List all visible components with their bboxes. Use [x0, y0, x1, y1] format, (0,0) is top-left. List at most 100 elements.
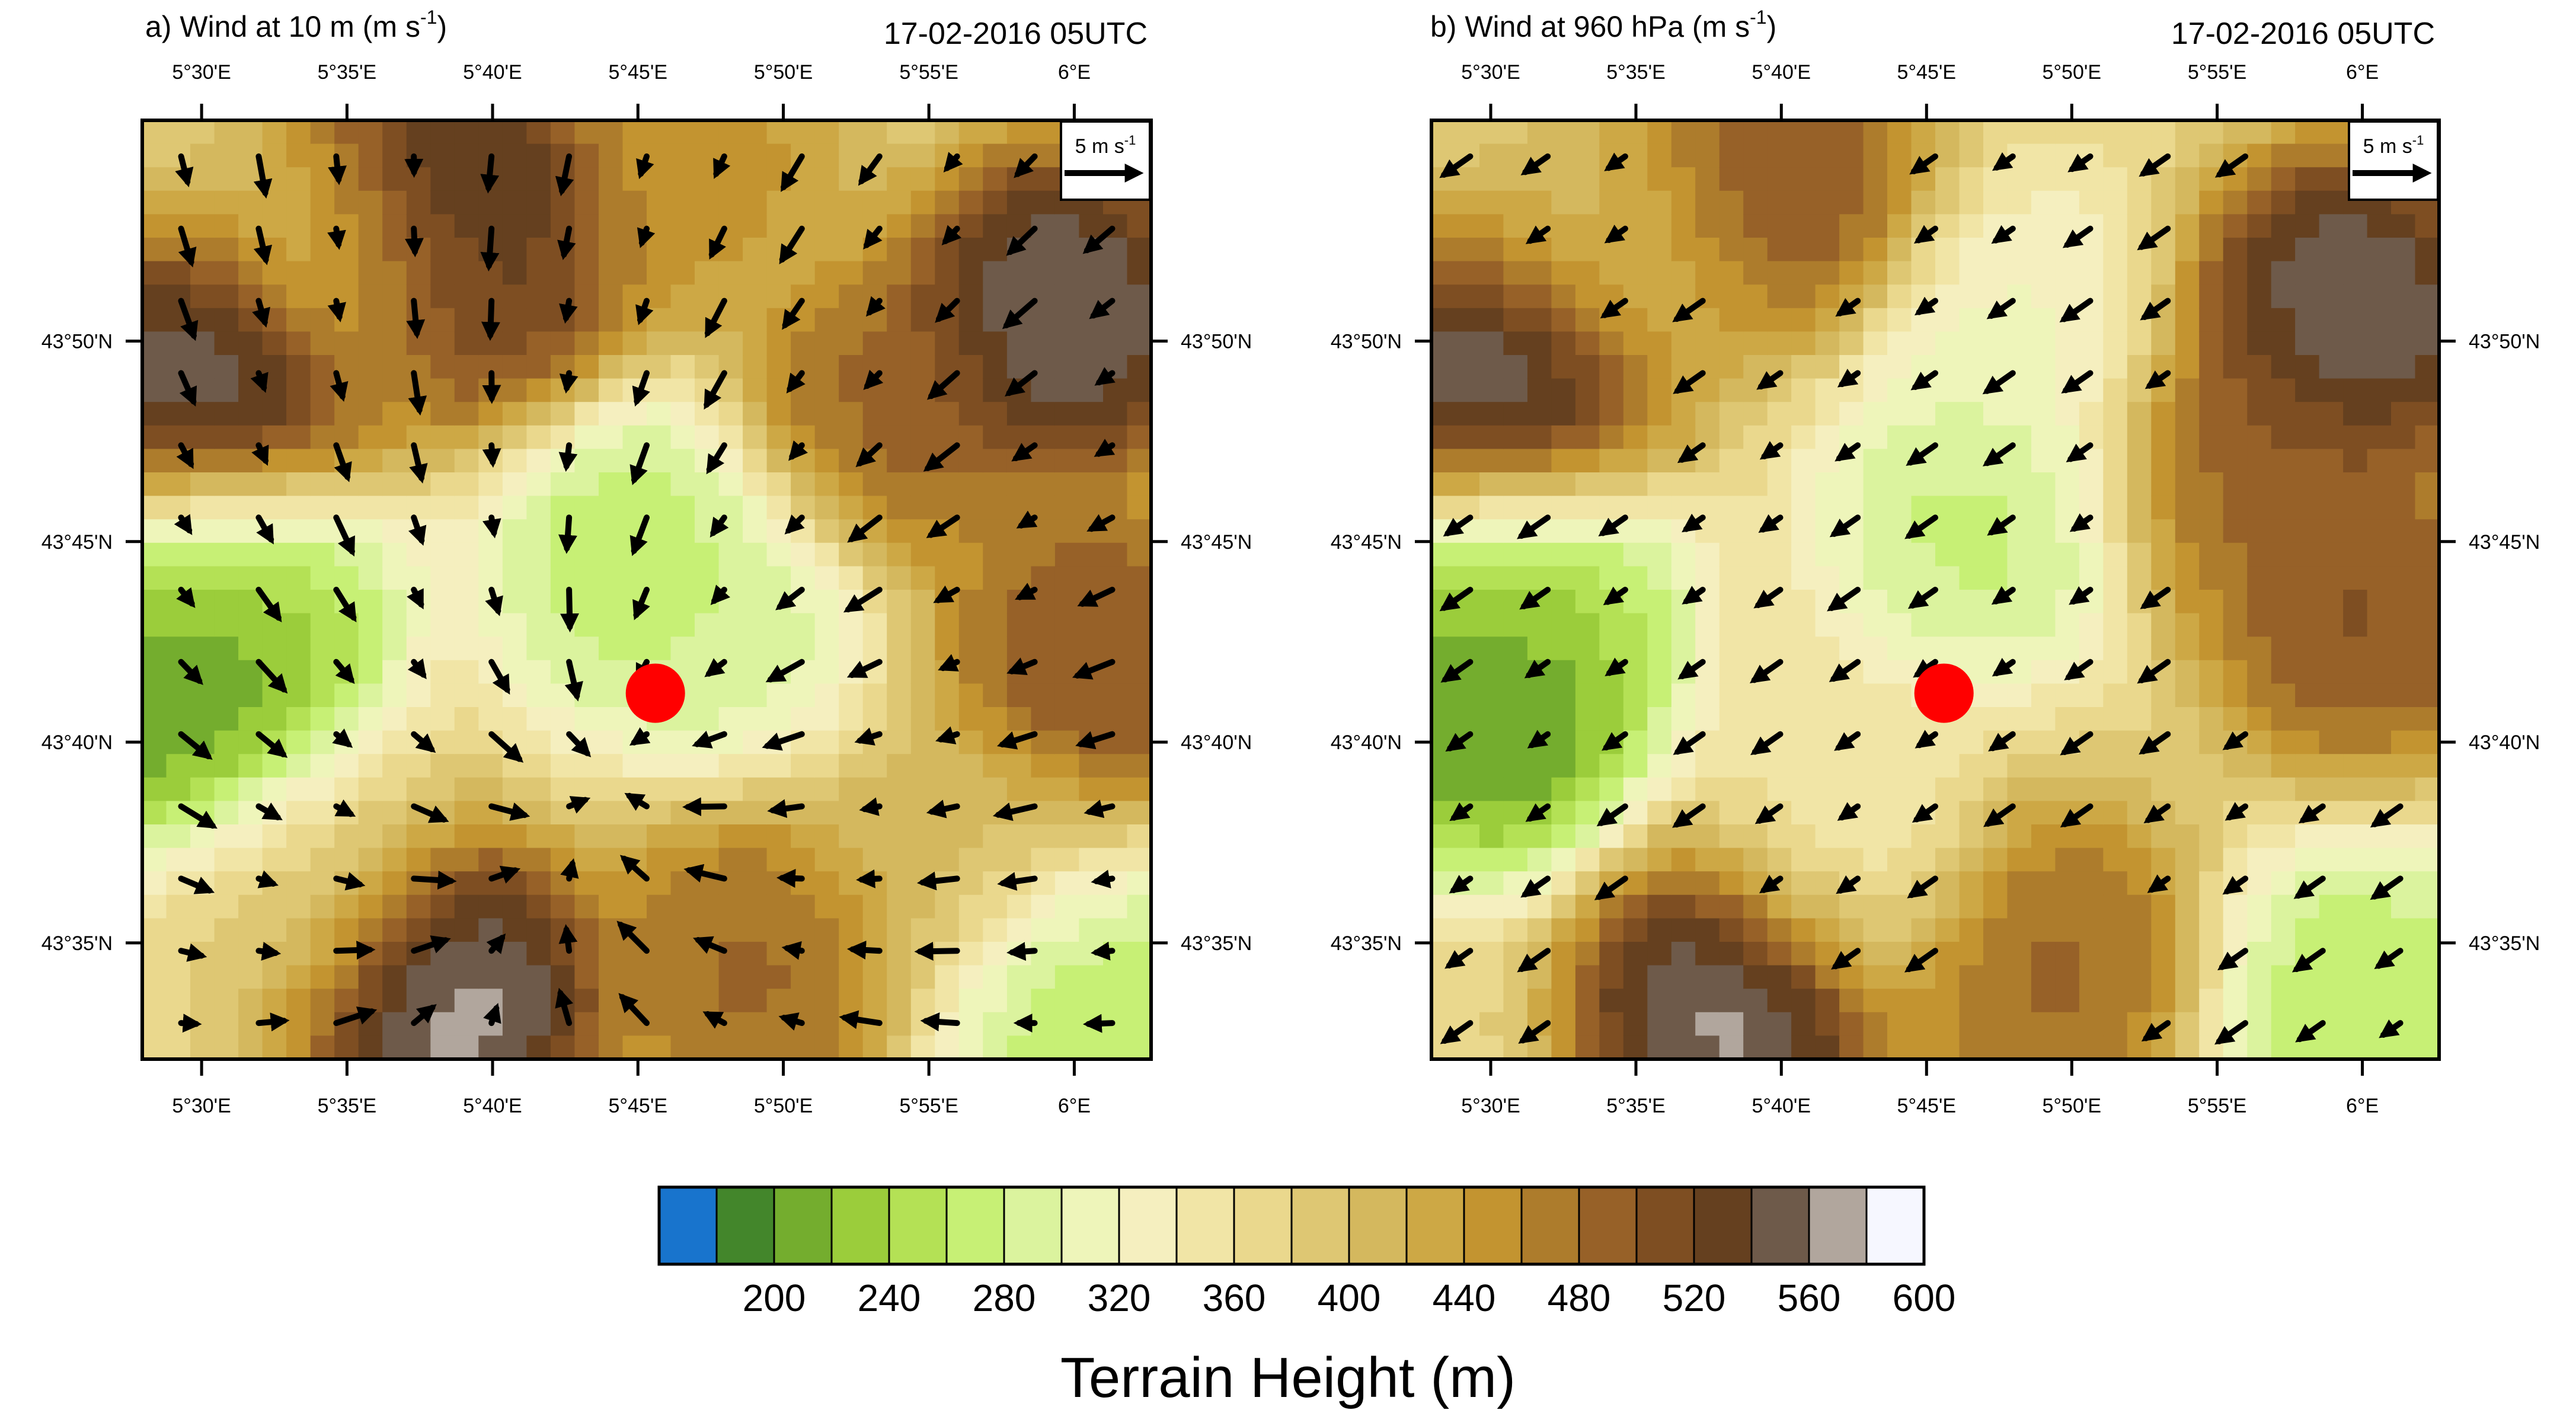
panel-b-terrain-cell	[1527, 308, 1552, 332]
panel-b-terrain-cell	[2079, 472, 2104, 497]
panel-a-terrain-cell	[214, 519, 239, 543]
panel-b-terrain-cell	[2271, 683, 2296, 708]
panel-b-terrain-cell	[1575, 613, 1600, 637]
panel-a-wind-vector	[408, 370, 427, 416]
panel-b-terrain-cell	[2103, 871, 2128, 896]
panel-b-terrain-cell	[2007, 1035, 2032, 1059]
panel-a-terrain-cell	[502, 378, 528, 402]
panel-a-terrain-cell	[766, 989, 791, 1013]
panel-a-terrain-cell	[839, 989, 864, 1013]
panel-b-wind-vector	[2374, 948, 2404, 970]
panel-a-wind-vector	[863, 225, 883, 250]
panel-a-terrain-cell	[1079, 848, 1104, 872]
panel-b-terrain-cell	[1935, 519, 1960, 543]
panel-a-terrain-cell	[238, 683, 263, 708]
panel-a-y-tick-label-right: 43°40'N	[1181, 731, 1252, 754]
panel-a-terrain-cell	[214, 660, 239, 685]
panel-a-terrain-cell	[1006, 566, 1032, 590]
panel-a-wind-vector	[411, 935, 451, 954]
panel-b-wind-vector	[1603, 586, 1628, 606]
panel-b-terrain-cell	[2415, 449, 2439, 473]
panel-b-terrain-cell	[1599, 1035, 1624, 1059]
panel-a-terrain-cell	[526, 566, 551, 590]
panel-b-terrain-cell	[1599, 190, 1624, 215]
panel-a-terrain-cell	[791, 1035, 816, 1059]
panel-b-terrain-cell	[2319, 120, 2344, 145]
panel-b-wind-vector	[1598, 514, 1628, 537]
panel-b-terrain-cell	[2247, 942, 2272, 966]
panel-a-terrain-cell	[695, 472, 720, 497]
panel-b-terrain-cell	[1695, 167, 1720, 191]
panel-a-terrain-cell	[983, 824, 1008, 849]
panel-a-terrain-cell	[1079, 542, 1104, 567]
panel-a-terrain-cell	[454, 261, 480, 285]
panel-a-terrain-cell	[358, 730, 383, 754]
panel-b-terrain-cell	[1527, 683, 1552, 708]
panel-a-terrain-cell	[599, 777, 624, 802]
panel-b-terrain-cell	[2319, 683, 2344, 708]
panel-a-terrain-cell	[286, 143, 311, 168]
panel-a-terrain-cell	[430, 965, 455, 989]
panel-a-terrain-cell	[382, 613, 407, 637]
panel-b-terrain-cell	[1431, 261, 1456, 285]
panel-a-terrain-cell	[214, 801, 239, 825]
panel-a-terrain-cell	[766, 402, 791, 426]
panel-a-terrain-cell	[454, 871, 480, 896]
panel-b-terrain-cell	[2319, 590, 2344, 614]
panel-a-terrain-cell	[983, 261, 1008, 285]
panel-a-wind-vector	[253, 153, 273, 199]
panel-b-terrain-cell	[2223, 637, 2248, 661]
panel-b-terrain-cell	[1647, 495, 1672, 520]
panel-b-terrain-cell	[1671, 472, 1696, 497]
panel-b-terrain-cell	[1887, 590, 1912, 614]
panel-b-terrain-cell	[2343, 683, 2368, 708]
panel-a-terrain-cell	[430, 542, 455, 567]
panel-b-terrain-cell	[1959, 214, 1984, 238]
panel-a-terrain-cell	[910, 777, 936, 802]
panel-b-terrain-cell	[1551, 143, 1576, 168]
panel-a-wind-vector	[564, 658, 583, 702]
panel-a-wind-vector	[683, 864, 727, 883]
panel-b-terrain-cell	[2007, 707, 2032, 731]
panel-a-terrain-cell	[1054, 472, 1080, 497]
panel-b-terrain-cell	[1479, 707, 1504, 731]
panel-b-terrain-cell	[1575, 355, 1600, 379]
panel-b-terrain-cell	[1767, 824, 1792, 849]
panel-a-terrain-cell	[670, 190, 695, 215]
panel-a-terrain-cell	[358, 848, 383, 872]
panel-b-terrain-cell	[2319, 848, 2344, 872]
panel-b-terrain-cell	[1671, 1035, 1696, 1059]
panel-a-terrain-cell	[887, 613, 912, 637]
panel-b-terrain-cell	[1479, 425, 1504, 450]
panel-b-terrain-cell	[1959, 613, 1984, 637]
panel-b-terrain-cell	[1719, 402, 1744, 426]
panel-b-terrain-cell	[1599, 355, 1624, 379]
panel-a-terrain-cell	[622, 566, 647, 590]
panel-a-terrain-cell	[670, 355, 695, 379]
panel-a-wind-vector	[704, 658, 727, 677]
panel-b-terrain-cell	[1479, 824, 1504, 849]
panel-b-terrain-cell	[1479, 120, 1504, 145]
panel-a-terrain-cell	[454, 566, 480, 590]
panel-a-terrain-cell	[958, 989, 984, 1013]
panel-b-terrain-cell	[2223, 308, 2248, 332]
panel-b-terrain-cell	[2319, 707, 2344, 731]
panel-b-terrain-cell	[1431, 284, 1456, 309]
panel-a-terrain-cell	[358, 214, 383, 238]
panel-a-terrain-cell	[814, 449, 839, 473]
panel-b-terrain-cell	[1743, 449, 1768, 473]
panel-b-terrain-cell	[2343, 637, 2368, 661]
panel-b-terrain-cell	[1863, 284, 1888, 309]
panel-b-terrain-cell	[1671, 637, 1696, 661]
panel-b-terrain-cell	[2343, 261, 2368, 285]
panel-a-terrain-cell	[214, 120, 239, 145]
panel-b-terrain-cell	[1959, 238, 1984, 262]
panel-b-terrain-cell	[1959, 402, 1984, 426]
panel-b-terrain-cell	[2031, 519, 2056, 543]
panel-b-terrain-cell	[1647, 965, 1672, 989]
panel-b-terrain-cell	[1527, 613, 1552, 637]
panel-b-terrain-cell	[1647, 848, 1672, 872]
panel-a-terrain-cell	[839, 894, 864, 919]
panel-b-terrain-cell	[2007, 308, 2032, 332]
panel-a-terrain-cell	[766, 143, 791, 168]
